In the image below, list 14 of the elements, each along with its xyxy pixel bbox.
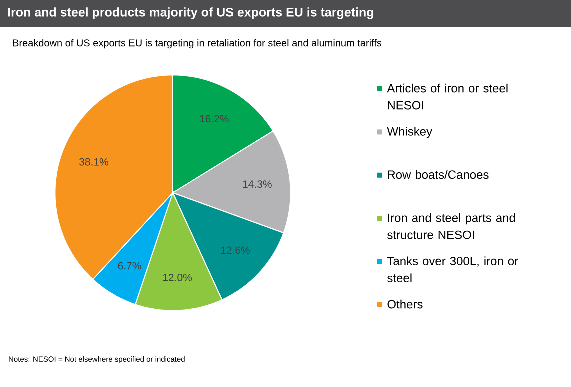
- data-label: 38.1%: [80, 158, 109, 166]
- legend-label: Tanks over 300L, iron or steel: [387, 256, 518, 282]
- data-label: 12.6%: [221, 246, 250, 254]
- legend-label: Iron and steel parts and structure NESOI: [388, 214, 516, 240]
- legend-label: Others: [388, 300, 423, 309]
- legend-label: Row boats/Canoes: [388, 170, 489, 180]
- legend-label: Whiskey: [387, 127, 433, 138]
- chart-title: Iron and steel products majority of US exports EU is targeting: [8, 8, 374, 20]
- data-label: 14.3%: [243, 180, 272, 188]
- legend-label: Articles of iron or steel NESOI: [387, 84, 508, 110]
- data-label: 16.2%: [200, 115, 229, 123]
- chart-subtitle: Breakdown of US exports EU is targeting in retaliation for steel and aluminum tariffs: [13, 39, 382, 49]
- data-label: 12.0%: [163, 274, 192, 282]
- data-label: 6.7%: [118, 262, 142, 270]
